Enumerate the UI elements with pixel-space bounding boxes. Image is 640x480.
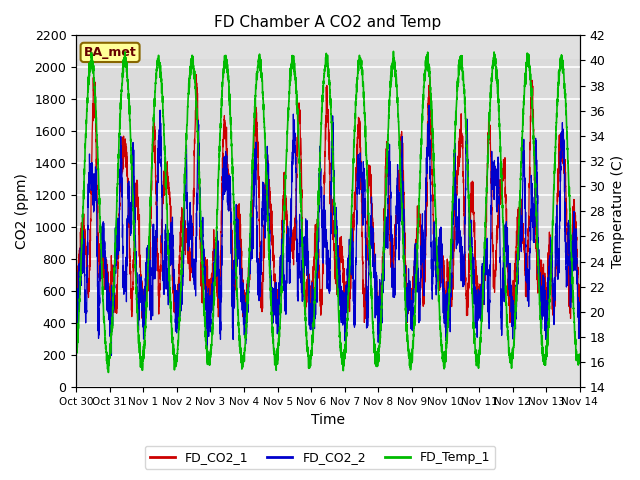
Y-axis label: Temperature (C): Temperature (C) [611,155,625,268]
Y-axis label: CO2 (ppm): CO2 (ppm) [15,173,29,249]
Title: FD Chamber A CO2 and Temp: FD Chamber A CO2 and Temp [214,15,442,30]
Bar [76,60,580,355]
Text: BA_met: BA_met [84,46,136,59]
Legend: FD_CO2_1, FD_CO2_2, FD_Temp_1: FD_CO2_1, FD_CO2_2, FD_Temp_1 [145,446,495,469]
X-axis label: Time: Time [311,413,345,427]
